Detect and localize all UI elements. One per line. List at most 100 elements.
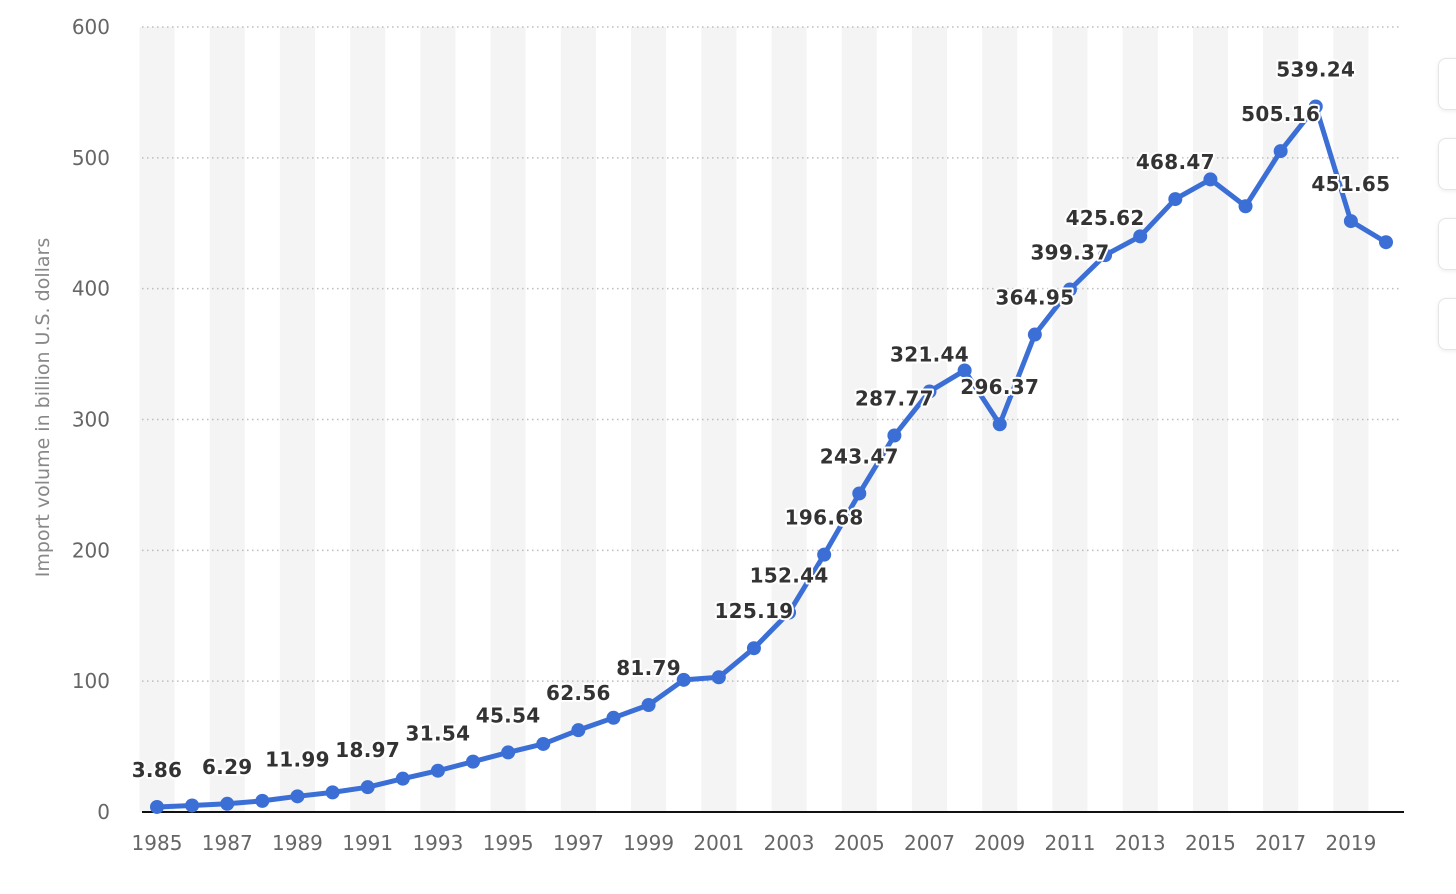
- data-point: [395, 771, 410, 786]
- data-label: 11.99: [265, 747, 330, 771]
- data-label: 505.16: [1241, 102, 1320, 126]
- data-point: [1062, 282, 1077, 297]
- y-tick-label: 400: [72, 277, 110, 301]
- column-band: [701, 27, 737, 812]
- data-point: [852, 486, 867, 501]
- x-tick-label: 1995: [483, 831, 534, 855]
- side-tool-tab[interactable]: [1438, 218, 1456, 270]
- data-point: [430, 763, 445, 778]
- y-tick-label: 0: [97, 800, 110, 824]
- data-label: 196.68: [785, 506, 864, 530]
- data-label: 296.37: [960, 375, 1039, 399]
- data-point: [1027, 327, 1042, 342]
- data-label: 152.44: [750, 564, 829, 588]
- data-point: [501, 745, 516, 760]
- data-point: [641, 697, 656, 712]
- x-tick-label: 2017: [1255, 831, 1306, 855]
- data-point: [922, 384, 937, 399]
- data-label: 451.65: [1311, 172, 1390, 196]
- x-tick-label: 2019: [1325, 831, 1376, 855]
- data-point: [957, 363, 972, 378]
- y-tick-label: 500: [72, 146, 110, 170]
- data-label: 243.47: [820, 444, 899, 468]
- column-band: [631, 27, 667, 812]
- data-point: [571, 723, 586, 738]
- data-label: 125.19: [714, 599, 793, 623]
- x-tick-label: 2015: [1185, 831, 1236, 855]
- side-tool-tab[interactable]: [1438, 138, 1456, 190]
- data-point: [325, 785, 340, 800]
- data-point: [676, 672, 691, 687]
- y-tick-label: 200: [72, 538, 110, 562]
- y-tick-label: 300: [72, 408, 110, 432]
- side-tool-tab[interactable]: [1438, 298, 1456, 350]
- data-point: [817, 547, 832, 562]
- y-axis-ticks: 0 100 200 300 400 500 600: [72, 15, 110, 824]
- data-point: [1273, 144, 1288, 159]
- data-point: [1133, 229, 1148, 244]
- data-point: [536, 736, 551, 751]
- x-axis-ticks: 1985 1987 1989 1991 1993 1995 1997 1999 2001 2003…: [132, 831, 1377, 855]
- data-point: [466, 754, 481, 769]
- x-tick-label: 1993: [412, 831, 463, 855]
- gridlines: [142, 26, 1402, 682]
- data-label: 425.62: [1066, 206, 1145, 230]
- data-point: [360, 780, 375, 795]
- x-tick-label: 1987: [202, 831, 253, 855]
- column-band: [771, 27, 807, 812]
- x-tick-label: 2007: [904, 831, 955, 855]
- data-label: 468.47: [1136, 150, 1215, 174]
- data-label: 62.56: [546, 681, 611, 705]
- x-tick-label: 2011: [1045, 831, 1096, 855]
- x-tick-label: 2005: [834, 831, 885, 855]
- data-label: 287.77: [855, 387, 934, 411]
- data-label: 18.97: [335, 738, 400, 762]
- data-point: [150, 799, 164, 814]
- data-point: [290, 789, 305, 804]
- x-tick-label: 1991: [342, 831, 393, 855]
- data-point: [220, 796, 235, 811]
- data-point: [711, 670, 726, 685]
- column-band: [841, 27, 877, 812]
- data-point: [1343, 214, 1358, 229]
- data-points: [150, 99, 1393, 814]
- data-point: [782, 605, 797, 620]
- data-point: [185, 798, 200, 813]
- data-point: [606, 710, 621, 725]
- x-tick-label: 2009: [974, 831, 1025, 855]
- data-label: 3.86: [132, 758, 183, 782]
- x-tick-label: 2003: [764, 831, 815, 855]
- data-point: [1098, 248, 1113, 263]
- data-point: [1308, 99, 1323, 114]
- data-label: 364.95: [995, 286, 1074, 310]
- data-point: [1379, 235, 1393, 250]
- data-label: 539.24: [1276, 57, 1355, 81]
- x-tick-label: 1999: [623, 831, 674, 855]
- data-label: 31.54: [406, 722, 471, 746]
- column-bands: [139, 27, 1369, 812]
- y-axis-label: Import volume in billion U.S. dollars: [32, 238, 54, 577]
- data-label: 399.37: [1030, 240, 1109, 264]
- data-point: [992, 417, 1007, 432]
- data-point: [1203, 172, 1218, 187]
- x-tick-label: 2013: [1115, 831, 1166, 855]
- x-tick-label: 1989: [272, 831, 323, 855]
- data-label: 45.54: [476, 703, 541, 727]
- data-label: 81.79: [616, 656, 681, 680]
- data-label: 6.29: [202, 755, 253, 779]
- x-tick-label: 1997: [553, 831, 604, 855]
- x-tick-label: 1985: [132, 831, 183, 855]
- side-tool-tab[interactable]: [1438, 58, 1456, 110]
- data-label: 321.44: [890, 342, 969, 366]
- data-point: [887, 428, 902, 443]
- data-point: [1168, 192, 1183, 207]
- y-tick-label: 100: [72, 669, 110, 693]
- x-tick-label: 2001: [693, 831, 744, 855]
- data-point: [1238, 199, 1253, 214]
- data-point: [255, 793, 270, 808]
- data-point: [746, 641, 761, 656]
- y-tick-label: 600: [72, 15, 110, 39]
